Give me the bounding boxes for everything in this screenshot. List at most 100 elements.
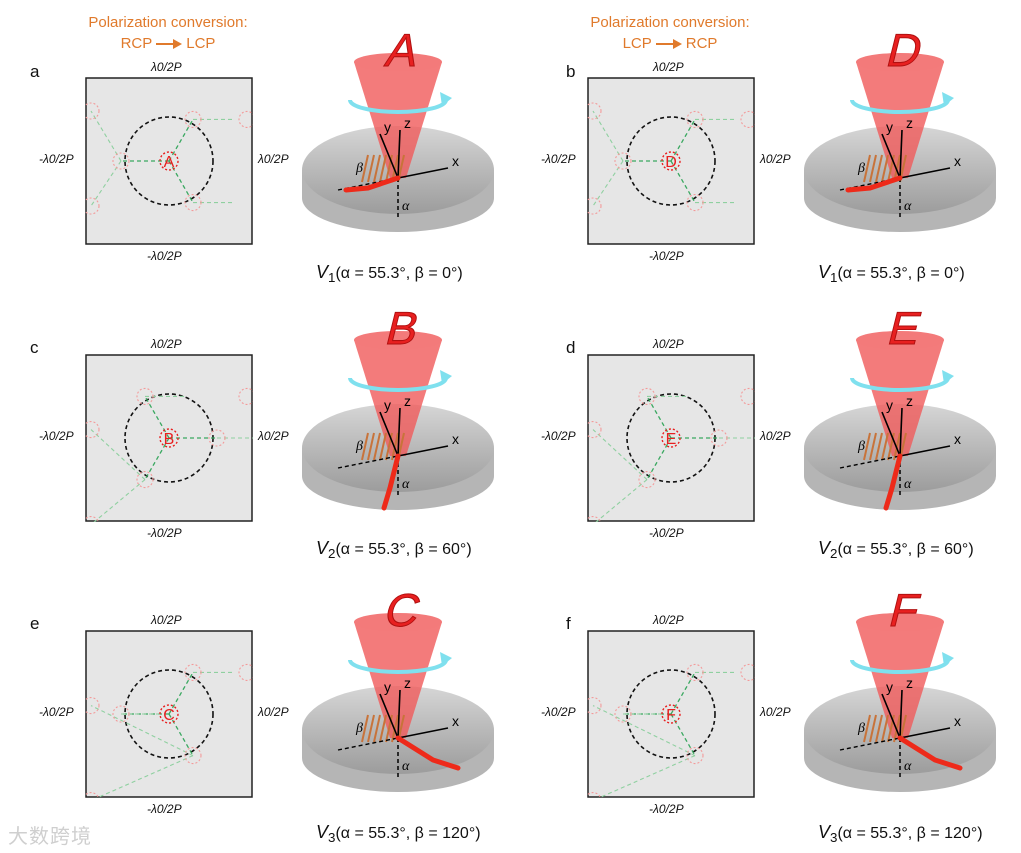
axis-label-bottom: -λ0/2P <box>649 526 684 540</box>
k-space-svg: B <box>85 354 253 522</box>
panel-caption: V3(α = 55.3°, β = 120°) <box>316 822 481 845</box>
axis-label-bottom: -λ0/2P <box>147 802 182 816</box>
axis-y-label: y <box>384 119 391 135</box>
axis-y <box>881 411 901 457</box>
in-plane-dashed <box>337 737 399 751</box>
lattice-link-outer <box>93 479 146 522</box>
lattice-link-outer <box>90 429 146 480</box>
diffraction-order-marker <box>587 516 602 522</box>
alpha-label: α <box>904 759 912 774</box>
axis-label-top: λ0/2P <box>653 337 684 351</box>
axis-label-right: λ0/2P <box>258 429 289 443</box>
diffraction-order-marker <box>686 110 704 128</box>
swirl-arrowhead-icon <box>440 92 452 106</box>
swirl-arrowhead-icon <box>440 370 452 384</box>
axis-label-right: λ0/2P <box>760 429 791 443</box>
diffraction-order-marker <box>85 516 100 522</box>
axis-x <box>899 727 951 739</box>
nanostructure-bar <box>367 432 375 461</box>
caption-subscript: 2 <box>830 546 838 562</box>
axis-z-label: z <box>906 115 913 131</box>
nanostructure-bar <box>875 714 883 743</box>
lattice-link-outer <box>592 705 696 757</box>
lattice-link-outer <box>592 429 648 480</box>
k-space-svg: D <box>587 77 755 245</box>
nanostructure-bar <box>373 154 381 183</box>
diffraction-order-marker <box>587 697 602 715</box>
polarization-swirl-icon <box>850 659 950 674</box>
axis-label-right: λ0/2P <box>258 152 289 166</box>
axis-z <box>397 407 401 457</box>
axis-z <box>899 407 903 457</box>
lattice-link <box>168 672 194 715</box>
axis-z-label: z <box>906 393 913 409</box>
in-plane-dashed <box>337 455 399 469</box>
diffraction-order-marker <box>614 152 632 170</box>
axis-label-top: λ0/2P <box>151 60 182 74</box>
axis-label-top: λ0/2P <box>151 337 182 351</box>
diffraction-order-marker <box>85 697 100 715</box>
axis-y-label: y <box>384 679 391 695</box>
lattice-link <box>670 713 696 756</box>
caption-params: (α = 55.3°, β = 120°) <box>335 825 481 842</box>
beam-top <box>856 331 944 349</box>
axis-label-left: -λ0/2P <box>541 152 576 166</box>
header-right: Polarization conversion: LCP RCP <box>550 12 790 54</box>
k-space-diagram: C <box>85 630 253 798</box>
caption-subscript: 1 <box>328 270 336 286</box>
axis-x-label: x <box>954 713 961 729</box>
diffraction-order-marker <box>710 429 728 447</box>
nanostructure-bar <box>863 432 871 461</box>
beta-label: β <box>857 439 865 454</box>
k-space-diagram: B <box>85 354 253 522</box>
lattice-link <box>646 437 672 480</box>
nanostructure-bar <box>361 432 369 461</box>
axis-label-left: -λ0/2P <box>541 705 576 719</box>
diffraction-order-marker <box>112 705 130 723</box>
nanostructure-bar <box>379 154 387 183</box>
caption-subscript: 2 <box>328 546 336 562</box>
axis-label-left: -λ0/2P <box>39 152 74 166</box>
light-cone-circle <box>124 116 214 206</box>
axis-x-label: x <box>452 153 459 169</box>
beta-label: β <box>355 721 363 736</box>
k-space-diagram: F <box>587 630 755 798</box>
nanostructure-bar <box>881 432 889 461</box>
lattice-link-outer <box>595 479 648 522</box>
in-plane-dashed <box>839 455 901 469</box>
diffracted-beam <box>897 735 963 771</box>
axis-z <box>397 689 401 739</box>
swirl-arrowhead-icon <box>942 370 954 384</box>
nanostructure-bar <box>875 432 883 461</box>
axis-z <box>899 689 903 739</box>
alpha-label: α <box>402 199 410 214</box>
diffraction-order-marker <box>184 747 202 765</box>
lattice-link-outer <box>592 110 624 162</box>
diffraction-order-marker <box>686 194 704 212</box>
panel-caption: V1(α = 55.3°, β = 0°) <box>818 262 965 285</box>
axis-z <box>397 129 401 179</box>
axis-z-label: z <box>404 675 411 691</box>
beam-top <box>354 331 442 349</box>
axis-z <box>899 129 903 179</box>
axis-x <box>899 167 951 179</box>
axis-x <box>397 727 449 739</box>
axis-z-label: z <box>906 675 913 691</box>
arrow-icon <box>156 39 183 50</box>
diffraction-order-marker <box>85 792 100 798</box>
panel-letter: b <box>566 62 576 81</box>
axis-label-right: λ0/2P <box>258 705 289 719</box>
panel-letter: e <box>30 614 40 633</box>
diffraction-order-marker <box>614 705 632 723</box>
caption-params: (α = 55.3°, β = 60°) <box>837 541 974 558</box>
center-letter: F <box>666 707 676 724</box>
polarization-swirl-icon <box>348 659 448 674</box>
axis-z-label: z <box>404 393 411 409</box>
arrow-icon <box>655 39 682 50</box>
axis-z-label: z <box>404 115 411 131</box>
axis-label-top: λ0/2P <box>653 60 684 74</box>
nanostructure-bar <box>379 714 387 743</box>
lattice-link-outer <box>90 705 194 757</box>
nanostructure-bar <box>881 154 889 183</box>
